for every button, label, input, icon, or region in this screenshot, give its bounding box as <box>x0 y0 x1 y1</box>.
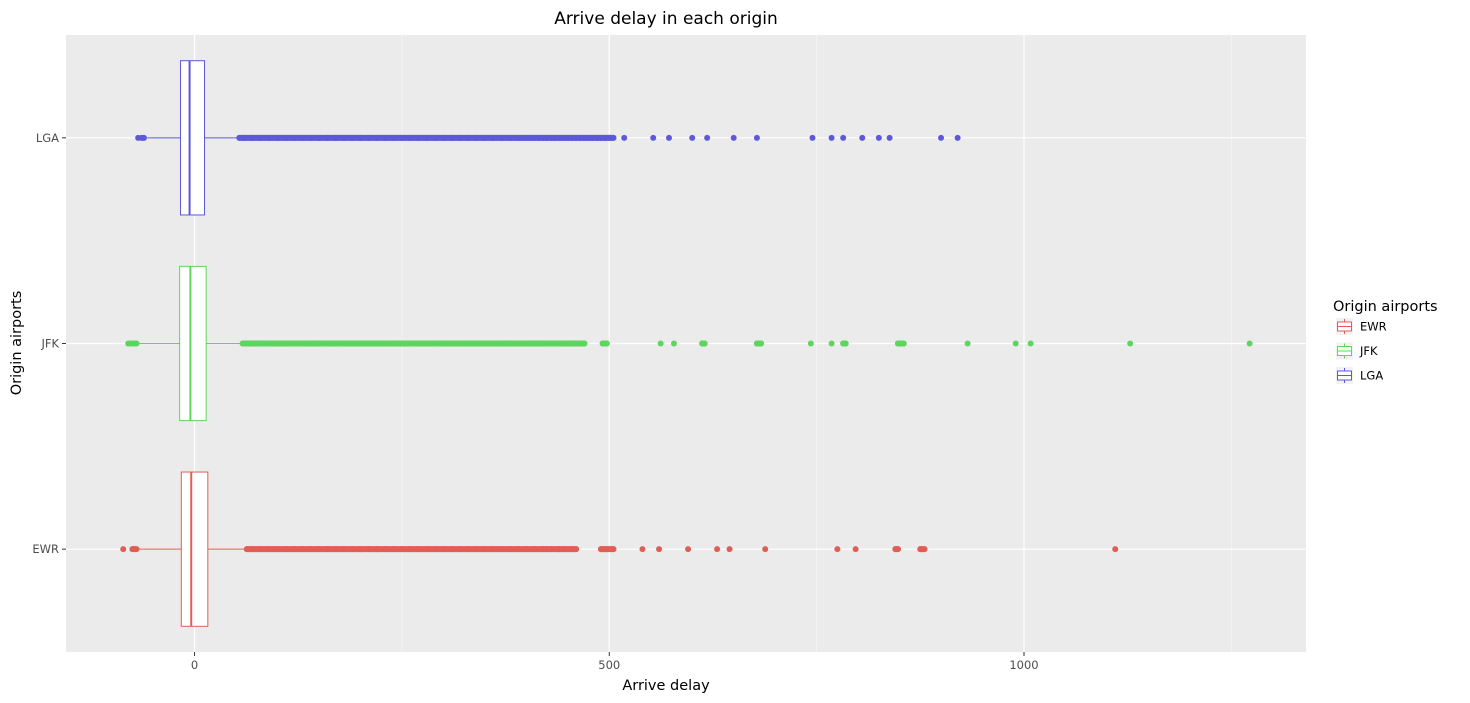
outlier-point <box>964 340 971 347</box>
outlier-point <box>685 546 692 553</box>
iqr-box <box>179 265 207 422</box>
outlier-point <box>133 340 140 347</box>
outlier-point <box>834 546 841 553</box>
y-tick-label: LGA <box>36 131 59 145</box>
outlier-point <box>714 546 721 553</box>
outlier-point <box>639 546 646 553</box>
outlier-point <box>657 340 664 347</box>
outlier-point <box>886 134 893 141</box>
outlier-point <box>762 546 769 553</box>
outlier-point <box>665 134 672 141</box>
legend-label: LGA <box>1360 369 1383 383</box>
legend: Origin airports EWR JFK LGA <box>1333 299 1438 384</box>
outlier-point <box>875 134 882 141</box>
outlier-point <box>938 134 945 141</box>
outlier-point <box>828 134 835 141</box>
iqr-box <box>180 471 209 627</box>
y-axis-label: Origin airports <box>9 291 25 396</box>
legend-title: Origin airports <box>1333 299 1438 315</box>
outlier-point <box>840 134 847 141</box>
x-tick-label: 0 <box>191 658 198 672</box>
outlier-point <box>650 134 657 141</box>
chart-title: Arrive delay in each origin <box>554 9 778 29</box>
outlier-point <box>140 134 147 141</box>
y-tick-label: EWR <box>32 542 59 556</box>
outlier-point <box>621 134 628 141</box>
outlier-point <box>1112 546 1119 553</box>
outlier-point <box>730 134 737 141</box>
ticks: 0 500 1000 EWR JFK LGA <box>32 131 1038 672</box>
outlier-point <box>656 546 663 553</box>
outlier-point <box>726 546 733 553</box>
outlier-point <box>670 340 677 347</box>
outlier-point <box>828 340 835 347</box>
legend-label: JFK <box>1359 344 1378 358</box>
boxplot-ewr <box>120 471 1119 627</box>
outlier-point <box>809 134 816 141</box>
boxplot-jfk <box>125 265 1253 422</box>
boxes <box>120 60 1253 627</box>
outlier-point <box>753 134 760 141</box>
x-tick-label: 500 <box>598 658 620 672</box>
outlier-point <box>1027 340 1034 347</box>
legend-item-jfk: JFK <box>1336 342 1378 360</box>
outlier-point <box>704 134 711 141</box>
outlier-point <box>852 546 859 553</box>
outlier-point <box>859 134 866 141</box>
outlier-point <box>1246 340 1253 347</box>
outlier-point <box>120 546 127 553</box>
outlier-point <box>807 340 814 347</box>
x-tick-label: 1000 <box>1009 658 1038 672</box>
legend-item-lga: LGA <box>1336 367 1383 384</box>
outlier-point <box>133 546 140 553</box>
legend-label: EWR <box>1360 320 1387 334</box>
boxplot-lga <box>135 60 961 216</box>
outlier-point <box>1127 340 1134 347</box>
outlier-point <box>1012 340 1019 347</box>
iqr-box <box>179 60 206 216</box>
y-tick-label: JFK <box>40 337 59 351</box>
legend-item-ewr: EWR <box>1336 318 1387 335</box>
x-axis-label: Arrive delay <box>622 678 710 694</box>
outlier-point <box>954 134 961 141</box>
outlier-point <box>689 134 696 141</box>
